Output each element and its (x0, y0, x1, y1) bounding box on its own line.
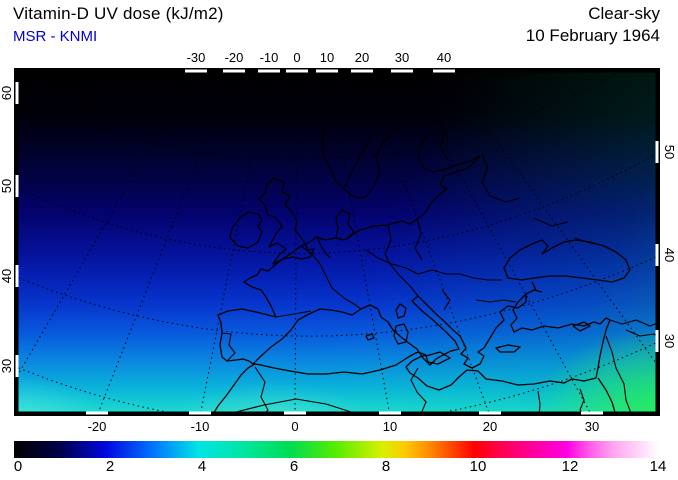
coast-denmark (335, 209, 355, 241)
colorbar-tick-label: 10 (469, 458, 487, 475)
frame-tick-notch (286, 69, 308, 73)
frame-tick-notch (258, 69, 280, 73)
top-axis-tick-label: 40 (436, 50, 452, 65)
island-corsica (395, 303, 407, 319)
frame-tick-notch (15, 175, 19, 197)
coast-norway (321, 74, 433, 190)
colorbar-tick-label: 2 (105, 458, 115, 475)
frame-tick-notch (655, 141, 659, 163)
frame-tick-notch (189, 411, 211, 415)
bottom-axis-tick-label: 0 (291, 419, 299, 434)
coast-levant (595, 319, 611, 379)
frame-tick-notch (185, 69, 207, 73)
left-axis-tick-label: 50 (0, 178, 14, 194)
island-sardinia (393, 323, 409, 345)
colorbar (14, 441, 659, 458)
top-axis-tick-label: -10 (259, 50, 279, 65)
frame-tick-notch (223, 69, 245, 73)
frame-tick-notch (86, 411, 108, 415)
island-sicily (425, 351, 451, 365)
coast-baltic (343, 109, 481, 241)
frame-tick-notch (479, 411, 501, 415)
top-axis-tick-label: 10 (319, 50, 335, 65)
bottom-axis-tick-label: 30 (584, 419, 600, 434)
coast-red-sea (597, 377, 617, 416)
frame-tick-notch (15, 355, 19, 377)
country-borders (212, 87, 660, 416)
coast-italy (369, 295, 460, 366)
island-cyprus (572, 321, 591, 332)
colorbar-tick-label: 14 (649, 458, 667, 475)
coast-great-britain (258, 177, 315, 265)
map-frame (14, 68, 660, 416)
island-mallorca (365, 333, 375, 341)
left-axis-tick-label: 30 (0, 358, 14, 374)
frame-tick-notch (15, 265, 19, 287)
island-crete (495, 344, 521, 353)
bottom-axis-tick-label: -10 (190, 419, 210, 434)
graticule (14, 68, 660, 416)
coast-bosphorus (531, 281, 537, 291)
coast-adriatic-balkan (417, 289, 543, 369)
right-axis-tick-label: 40 (662, 247, 677, 263)
map-panel (14, 68, 660, 416)
top-axis-tick-label: -20 (224, 50, 244, 65)
top-axis-tick-label: -30 (186, 50, 206, 65)
top-axis-tick-label: 30 (394, 50, 410, 65)
coast-north-africa (211, 351, 597, 416)
condition-label: Clear-sky (588, 4, 660, 23)
bottom-axis-tick-label: 20 (482, 419, 498, 434)
colorbar-tick-label: 12 (561, 458, 579, 475)
map-graphics (14, 68, 660, 416)
top-axis-tick-label: 20 (354, 50, 370, 65)
coast-black-sea (503, 239, 631, 283)
frame-tick-notch (284, 411, 306, 415)
frame-tick-notch (351, 69, 373, 73)
frame-tick-notch (581, 411, 603, 415)
bottom-axis-tick-label: -20 (87, 419, 107, 434)
frame-tick-notch (379, 411, 401, 415)
colorbar-tick-label: 6 (289, 458, 299, 475)
coastlines (57, 74, 631, 416)
left-axis-tick-label: 60 (0, 85, 14, 101)
right-axis-tick-label: 30 (662, 333, 677, 349)
colorbar-tick-label: 0 (13, 458, 23, 475)
frame-tick-notch (433, 69, 455, 73)
right-axis-tick-label: 50 (662, 144, 677, 160)
frame-tick-notch (316, 69, 338, 73)
top-axis-tick-label: 0 (293, 50, 301, 65)
colorbar-tick-label: 4 (197, 458, 207, 475)
bottom-axis-tick-label: 10 (382, 419, 398, 434)
frame-tick-notches (15, 69, 659, 415)
frame-tick-notch (655, 244, 659, 266)
date-label: 10 February 1964 (525, 26, 660, 45)
coast-iceland (57, 91, 99, 111)
coast-turkey-west-south (510, 293, 611, 333)
coast-ireland (229, 211, 263, 249)
frame-tick-notch (655, 330, 659, 352)
page-title: Vitamin-D UV dose (kJ/m2) (13, 4, 224, 23)
frame-tick-notch (15, 82, 19, 104)
colorbar-tick-label: 8 (381, 458, 391, 475)
frame-tick-notch (391, 69, 413, 73)
data-source-label: MSR - KNMI (13, 28, 98, 45)
left-axis-tick-label: 40 (0, 268, 14, 284)
coast-northsea-atlantic (217, 236, 371, 365)
